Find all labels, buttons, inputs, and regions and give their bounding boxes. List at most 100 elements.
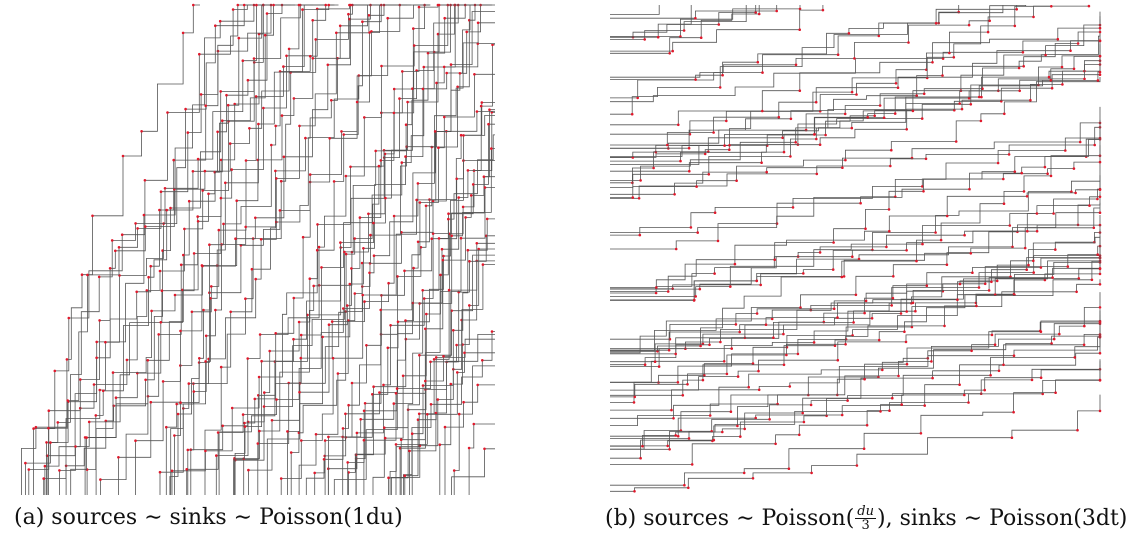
path-line bbox=[451, 448, 495, 495]
path-line bbox=[610, 45, 1101, 162]
event-point bbox=[655, 286, 658, 289]
event-point bbox=[481, 263, 485, 266]
event-point bbox=[981, 87, 984, 90]
event-point bbox=[725, 372, 729, 376]
event-point bbox=[801, 411, 804, 415]
event-point bbox=[844, 158, 847, 162]
event-point bbox=[274, 124, 278, 128]
path-line bbox=[70, 4, 296, 495]
event-point bbox=[242, 3, 246, 7]
event-point bbox=[656, 35, 660, 39]
event-point bbox=[371, 393, 374, 396]
event-point bbox=[1003, 112, 1006, 116]
path-line bbox=[610, 5, 824, 52]
event-point bbox=[699, 36, 703, 39]
event-point bbox=[871, 248, 874, 252]
event-point bbox=[639, 179, 642, 182]
event-point bbox=[633, 395, 637, 399]
event-point bbox=[963, 393, 966, 397]
event-point bbox=[666, 143, 669, 147]
event-point bbox=[282, 65, 285, 68]
event-point bbox=[327, 323, 331, 327]
event-point bbox=[676, 381, 680, 384]
event-point bbox=[125, 358, 129, 362]
path-line bbox=[234, 4, 488, 495]
event-point bbox=[442, 254, 445, 258]
event-point bbox=[187, 382, 191, 385]
event-point bbox=[796, 352, 800, 356]
event-point bbox=[432, 358, 436, 361]
event-point bbox=[934, 21, 938, 25]
event-point bbox=[34, 425, 38, 429]
event-point bbox=[1022, 65, 1025, 68]
event-point bbox=[482, 175, 486, 178]
event-point bbox=[970, 349, 973, 353]
event-point bbox=[881, 368, 884, 372]
event-point bbox=[1039, 376, 1043, 380]
event-point bbox=[418, 302, 421, 305]
event-point bbox=[422, 297, 426, 300]
path-line bbox=[404, 338, 495, 495]
event-point bbox=[712, 438, 716, 442]
event-point bbox=[703, 374, 706, 377]
event-point bbox=[761, 71, 764, 74]
event-point bbox=[757, 369, 760, 373]
event-point bbox=[997, 369, 1001, 373]
event-point bbox=[967, 23, 971, 27]
event-point bbox=[862, 447, 866, 451]
event-point bbox=[170, 469, 174, 473]
path-line bbox=[610, 314, 1101, 437]
event-point bbox=[907, 41, 910, 44]
event-point bbox=[270, 143, 273, 147]
event-point bbox=[853, 57, 856, 60]
event-point bbox=[1046, 172, 1049, 175]
event-point bbox=[224, 181, 227, 185]
event-point bbox=[431, 232, 435, 235]
event-point bbox=[890, 148, 893, 152]
event-point bbox=[1069, 49, 1072, 52]
event-point bbox=[412, 27, 415, 30]
event-point bbox=[458, 72, 462, 75]
event-point bbox=[1052, 337, 1056, 341]
event-point bbox=[476, 383, 480, 387]
event-point bbox=[897, 374, 900, 378]
event-point bbox=[863, 311, 866, 315]
event-point bbox=[403, 474, 407, 478]
event-point bbox=[1098, 272, 1102, 276]
event-point bbox=[182, 253, 185, 257]
event-point bbox=[1092, 226, 1096, 230]
event-point bbox=[905, 362, 909, 366]
event-point bbox=[185, 468, 188, 471]
path-line bbox=[390, 260, 495, 495]
path-line bbox=[610, 224, 1101, 340]
path-line bbox=[286, 4, 491, 495]
event-point bbox=[672, 417, 675, 420]
event-point bbox=[173, 293, 177, 297]
event-point bbox=[844, 343, 847, 346]
event-point bbox=[694, 16, 697, 20]
path-line bbox=[610, 194, 1101, 354]
path-line bbox=[46, 4, 284, 495]
event-point bbox=[275, 398, 278, 401]
event-point bbox=[235, 199, 238, 202]
event-point bbox=[256, 442, 260, 445]
event-point bbox=[667, 348, 671, 352]
event-point bbox=[241, 413, 245, 416]
event-point bbox=[1050, 342, 1053, 345]
event-point bbox=[1056, 37, 1060, 41]
event-point bbox=[1054, 391, 1057, 395]
caption-b: (b) sources ∼ Poisson(du 3), sinks ∼ Pois… bbox=[605, 505, 1127, 532]
event-point bbox=[66, 399, 69, 402]
path-line bbox=[610, 251, 1101, 396]
event-point bbox=[995, 279, 999, 283]
event-point bbox=[32, 427, 35, 430]
path-line bbox=[118, 4, 335, 495]
event-point bbox=[222, 222, 225, 226]
event-point bbox=[782, 150, 786, 154]
event-point bbox=[317, 245, 321, 249]
event-point bbox=[980, 95, 983, 99]
event-point bbox=[723, 144, 726, 147]
event-point bbox=[340, 130, 343, 133]
event-point bbox=[739, 435, 742, 438]
event-point bbox=[879, 410, 882, 413]
